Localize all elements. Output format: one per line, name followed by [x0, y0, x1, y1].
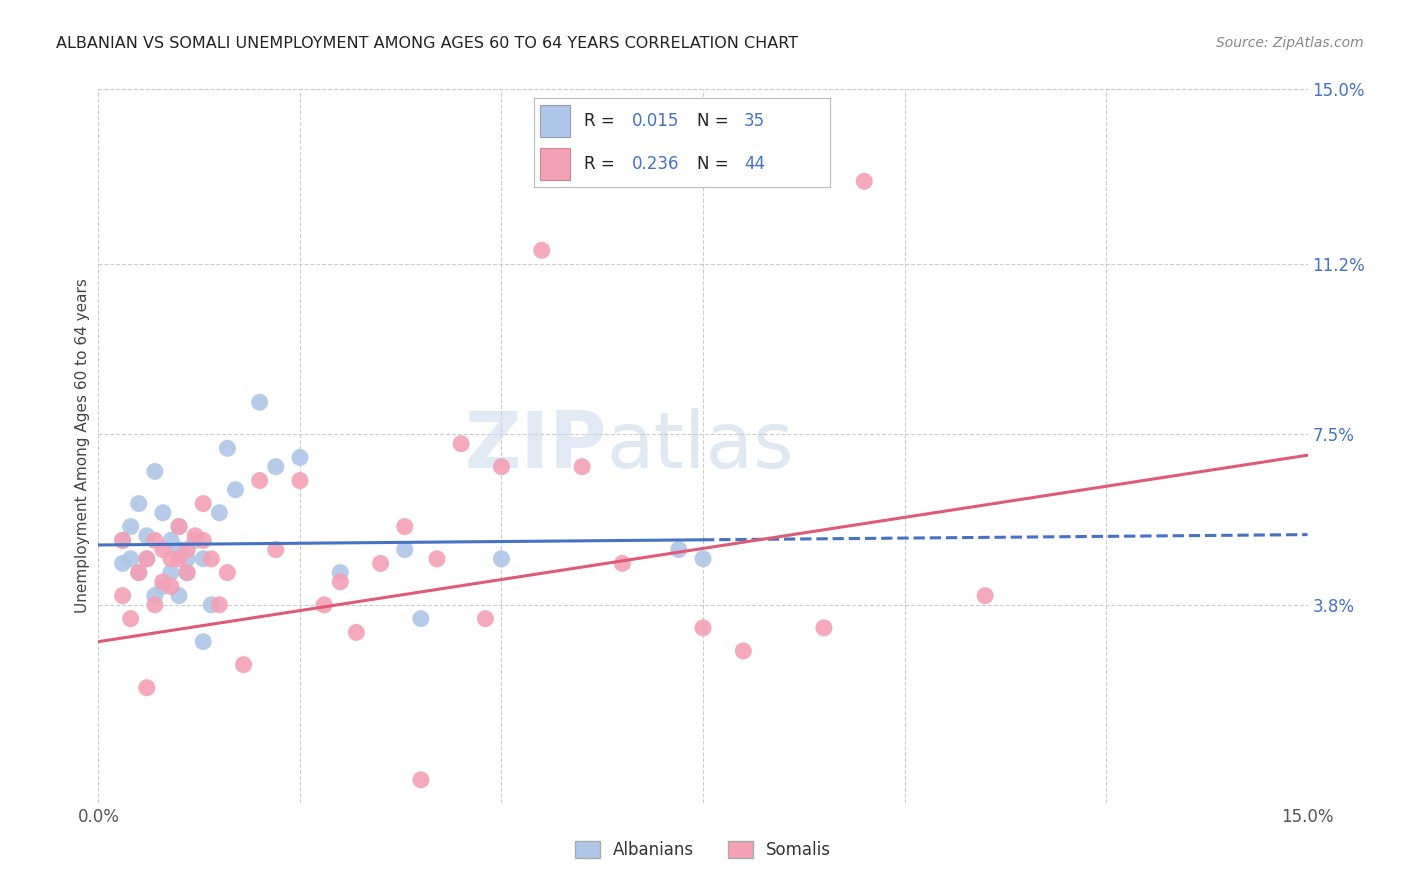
Point: [167, 519, 190, 533]
Point: [193, 551, 215, 566]
Point: [571, 459, 593, 474]
Point: [184, 529, 207, 543]
Text: Source: ZipAtlas.com: Source: ZipAtlas.com: [1216, 36, 1364, 50]
Text: 0.015: 0.015: [631, 112, 679, 130]
Point: [143, 598, 166, 612]
Point: [143, 533, 166, 548]
Point: [217, 566, 239, 580]
Point: [692, 551, 714, 566]
Point: [426, 551, 449, 566]
Point: [135, 681, 157, 695]
Point: [120, 612, 142, 626]
Legend: Albanians, Somalis: Albanians, Somalis: [568, 834, 838, 866]
Point: [329, 566, 352, 580]
Point: [176, 566, 198, 580]
Point: [167, 542, 190, 557]
Point: [152, 542, 174, 557]
Text: 35: 35: [744, 112, 765, 130]
Point: [111, 533, 134, 548]
Point: [733, 644, 755, 658]
Point: [143, 464, 166, 478]
Point: [152, 579, 174, 593]
Point: [184, 533, 207, 548]
Point: [974, 589, 997, 603]
Point: [200, 598, 222, 612]
Point: [208, 598, 231, 612]
Point: [224, 483, 246, 497]
Point: [474, 612, 496, 626]
Point: [200, 551, 222, 566]
Point: [409, 772, 432, 787]
Point: [176, 551, 198, 566]
Text: atlas: atlas: [606, 408, 794, 484]
Point: [232, 657, 254, 672]
Point: [193, 497, 215, 511]
Point: [264, 542, 287, 557]
Text: ALBANIAN VS SOMALI UNEMPLOYMENT AMONG AGES 60 TO 64 YEARS CORRELATION CHART: ALBANIAN VS SOMALI UNEMPLOYMENT AMONG AG…: [56, 36, 799, 51]
Point: [530, 244, 553, 258]
Point: [193, 533, 215, 548]
Bar: [540, 148, 569, 180]
Point: [120, 551, 142, 566]
Point: [167, 519, 190, 533]
Point: [176, 566, 198, 580]
Point: [160, 533, 183, 548]
Point: [111, 589, 134, 603]
Point: [128, 566, 150, 580]
Point: [160, 551, 183, 566]
Point: [491, 551, 513, 566]
Text: N =: N =: [697, 155, 734, 173]
Point: [314, 598, 336, 612]
Point: [344, 625, 367, 640]
Point: [152, 574, 174, 589]
Point: [394, 519, 416, 533]
Point: [370, 557, 392, 571]
Point: [208, 506, 231, 520]
Point: [128, 566, 150, 580]
Point: [288, 450, 311, 465]
Point: [612, 557, 634, 571]
Point: [160, 566, 183, 580]
Point: [135, 551, 157, 566]
Point: [249, 474, 271, 488]
Point: [167, 589, 190, 603]
Text: R =: R =: [585, 155, 620, 173]
Point: [394, 542, 416, 557]
Point: [329, 574, 352, 589]
Text: 0.236: 0.236: [631, 155, 679, 173]
Point: [152, 506, 174, 520]
Text: R =: R =: [585, 112, 620, 130]
Text: ZIP: ZIP: [464, 408, 606, 484]
Point: [111, 557, 134, 571]
Point: [135, 551, 157, 566]
Point: [167, 551, 190, 566]
Y-axis label: Unemployment Among Ages 60 to 64 years: Unemployment Among Ages 60 to 64 years: [75, 278, 90, 614]
Point: [176, 542, 198, 557]
Point: [288, 474, 311, 488]
Point: [853, 174, 876, 188]
Point: [160, 579, 183, 593]
Point: [692, 621, 714, 635]
Text: N =: N =: [697, 112, 734, 130]
Point: [409, 612, 432, 626]
Point: [249, 395, 271, 409]
Point: [111, 533, 134, 548]
Point: [264, 459, 287, 474]
Point: [668, 542, 690, 557]
Point: [143, 589, 166, 603]
Point: [135, 529, 157, 543]
Point: [813, 621, 835, 635]
Point: [491, 459, 513, 474]
Point: [193, 634, 215, 648]
Point: [120, 519, 142, 533]
Bar: [540, 105, 569, 137]
Point: [450, 436, 472, 450]
Point: [128, 497, 150, 511]
Text: 44: 44: [744, 155, 765, 173]
Point: [217, 442, 239, 456]
